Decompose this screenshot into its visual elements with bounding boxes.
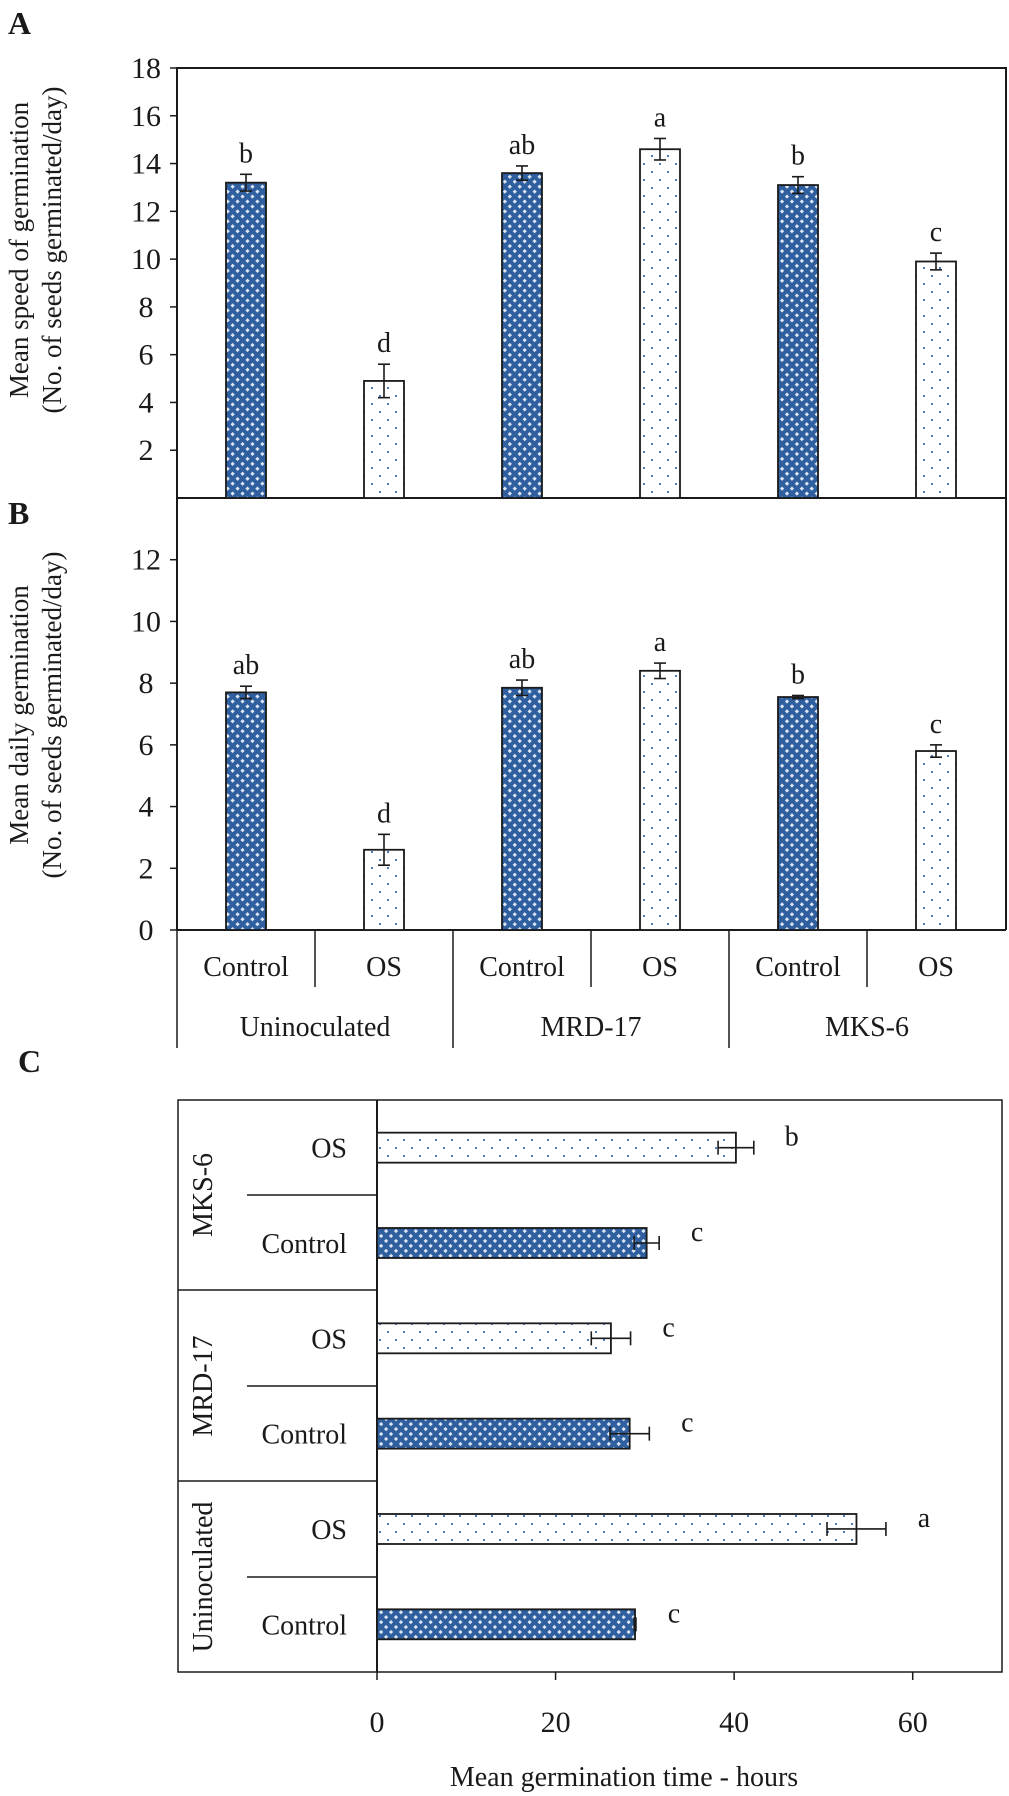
y-tick-label: 16: [131, 100, 161, 133]
c-treatment-label: Control: [261, 1610, 347, 1641]
y-tick-label: 8: [139, 291, 154, 324]
significance-letter: a: [654, 627, 667, 658]
chart-a-frame: [176, 67, 1007, 499]
y-tick-label: 4: [139, 386, 154, 419]
y-tick-label: 4: [139, 791, 154, 824]
y-tick-label: 2: [139, 852, 154, 885]
x-group-label: MKS-6: [825, 1012, 909, 1043]
chart-c-x-ticks: 0 20 40 60: [370, 1672, 928, 1739]
c-treatment-label: OS: [311, 1515, 347, 1546]
bar: [225, 181, 267, 499]
bar: [376, 1513, 858, 1545]
x-tick-label: 20: [541, 1706, 571, 1739]
y-tick-label: 10: [131, 605, 161, 638]
chart-b-ylabel-line2: (No. of seeds germinated/day): [37, 552, 67, 879]
c-treatment-label: OS: [311, 1134, 347, 1165]
bar: [376, 1417, 631, 1450]
c-treatment-label: Control: [261, 1420, 347, 1451]
y-tick-label: 6: [139, 339, 154, 372]
y-tick-label: 12: [131, 544, 161, 577]
significance-letter: d: [377, 328, 391, 359]
significance-letter: ab: [509, 130, 535, 161]
significance-letter: c: [930, 709, 942, 740]
chart-c-frame: [177, 1099, 1003, 1673]
x-tick-label: 60: [898, 1706, 928, 1739]
c-group-label-mrd17: MRD-17: [188, 1335, 219, 1436]
bar: [777, 184, 819, 499]
chart-c-xlabel: Mean germination time - hours: [450, 1762, 798, 1793]
significance-letter: ab: [509, 644, 535, 675]
bar: [639, 669, 681, 931]
significance-letter: c: [691, 1217, 703, 1248]
significance-letter: c: [662, 1312, 674, 1343]
significance-letter: ab: [233, 650, 259, 681]
chart-c-bars: OS b Control c OS c Control c OS a Control c: [261, 1122, 930, 1642]
x-tick-label: 0: [370, 1706, 385, 1739]
bar: [376, 1608, 636, 1641]
y-tick-label: 6: [139, 729, 154, 762]
significance-letter: d: [377, 798, 391, 829]
bar: [777, 696, 819, 931]
panel-label-b: B: [8, 495, 29, 531]
bar: [915, 750, 957, 931]
significance-letter: b: [239, 138, 253, 169]
significance-letter: c: [668, 1598, 680, 1629]
bar: [501, 172, 543, 499]
y-tick-label: 10: [131, 243, 161, 276]
y-tick-label: 12: [131, 195, 161, 228]
significance-letter: c: [681, 1408, 693, 1439]
significance-letter: b: [785, 1122, 799, 1153]
significance-letter: a: [654, 102, 667, 133]
significance-letter: b: [791, 141, 805, 172]
x-treatment-label: Control: [755, 952, 841, 983]
x-group-label: MRD-17: [540, 1012, 641, 1043]
chart-b-x-category-table: Control OS Control OS Control OS Uninocu…: [176, 930, 954, 1048]
chart-b-y-ticks: 0 2 4 6 8 10 12: [131, 544, 177, 947]
panel-label-a: A: [8, 5, 31, 41]
bar: [363, 380, 405, 499]
chart-a-ylabel-line2: (No. of seeds germinated/day): [37, 87, 67, 414]
c-treatment-label: Control: [261, 1229, 347, 1260]
chart-c: MKS-6 MRD-17 Uninoculated OS b Control c OS c…: [177, 1099, 1003, 1793]
x-tick-label: 40: [719, 1706, 749, 1739]
significance-letter: b: [791, 659, 805, 690]
x-treatment-label: OS: [642, 952, 678, 983]
chart-a: Mean speed of germination (No. of seeds …: [4, 52, 1007, 499]
y-tick-label: 2: [139, 434, 154, 467]
bar: [915, 260, 957, 499]
y-tick-label: 8: [139, 667, 154, 700]
bar: [225, 691, 267, 931]
bar: [376, 1227, 648, 1259]
x-treatment-label: Control: [479, 952, 565, 983]
x-treatment-label: Control: [203, 952, 289, 983]
panel-label-c: C: [18, 1043, 41, 1079]
chart-b: Mean daily germination (No. of seeds ger…: [4, 498, 1007, 1048]
bar: [376, 1131, 737, 1164]
bar: [501, 686, 543, 931]
chart-a-y-ticks: 2 4 6 8 10 12 14 16 18: [131, 52, 177, 467]
y-tick-label: 14: [131, 148, 161, 181]
chart-b-ylabel-line1: Mean daily germination: [4, 585, 34, 845]
c-group-label-mks6: MKS-6: [188, 1153, 219, 1237]
bar: [639, 148, 681, 499]
significance-letter: c: [930, 217, 942, 248]
chart-a-ylabel-line1: Mean speed of germination: [4, 101, 34, 398]
y-tick-label: 0: [139, 914, 154, 947]
c-group-label-uninoculated: Uninoculated: [188, 1502, 219, 1653]
bar: [376, 1322, 612, 1355]
c-treatment-label: OS: [311, 1324, 347, 1355]
x-group-label: Uninoculated: [240, 1012, 391, 1043]
y-tick-label: 18: [131, 52, 161, 85]
x-treatment-label: OS: [366, 952, 402, 983]
significance-letter: a: [918, 1503, 931, 1534]
x-treatment-label: OS: [918, 952, 954, 983]
